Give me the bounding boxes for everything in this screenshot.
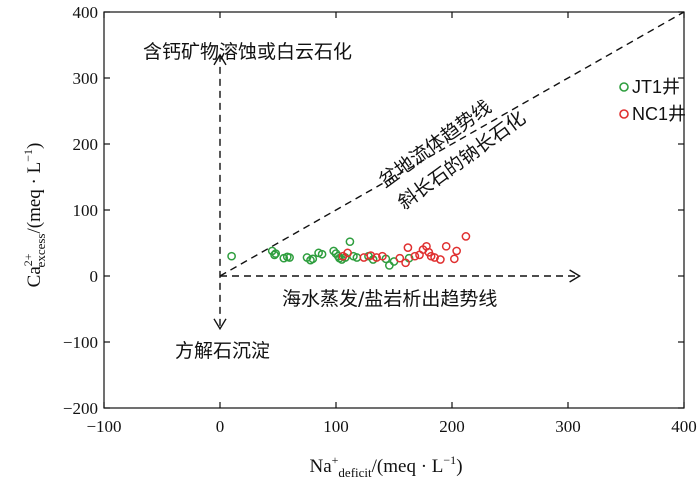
arrow-up-head	[213, 53, 227, 66]
y-axis-label-sub: excess	[33, 234, 48, 268]
x-tick-label: 400	[671, 417, 697, 436]
data-point-nc1	[403, 243, 413, 252]
data-point-jt1	[270, 250, 279, 260]
x-axis-label-close: )	[456, 456, 462, 477]
data-point-jt1	[345, 237, 355, 247]
data-point-jt1	[285, 253, 294, 262]
data-point-nc1	[378, 251, 387, 261]
data-point-nc1	[401, 258, 410, 268]
arrow-right-head	[569, 269, 581, 283]
data-point-nc1	[436, 255, 445, 264]
x-axis-label-sup: +	[332, 453, 339, 467]
x-axis-ticks: −100 0 100 200 300 400	[86, 12, 697, 436]
annotation-right: 海水蒸发/盐岩析出趋势线	[282, 288, 497, 310]
y-axis-label-sup: 2+	[21, 253, 35, 266]
y-axis-label-main: Ca	[24, 266, 45, 288]
y-axis-ticks: −200 −100 0 100 200 300 400	[63, 3, 684, 418]
x-tick-label: 100	[323, 417, 349, 436]
data-point-nc1	[410, 251, 420, 261]
legend-label-jt1: JT1井	[632, 77, 680, 97]
x-tick-label: 0	[216, 417, 225, 436]
legend-marker-nc1	[619, 109, 629, 119]
y-tick-label: 300	[73, 69, 99, 88]
y-axis-label-close: )	[24, 143, 45, 149]
data-point-nc1	[372, 253, 381, 262]
data-point-nc1	[430, 253, 439, 262]
annotation-down: 方解石沉淀	[175, 340, 270, 362]
x-tick-label: 300	[555, 417, 581, 436]
data-point-nc1	[343, 248, 352, 258]
annotation-up: 含钙矿物溶蚀或白云石化	[143, 41, 352, 63]
legend-label-nc1: NC1井	[632, 104, 686, 124]
x-axis-label-unit-exp: −1	[443, 453, 456, 467]
data-point-nc1	[366, 251, 376, 260]
data-point-jt1	[317, 249, 327, 259]
data-point-nc1	[449, 254, 459, 264]
y-tick-label: 400	[73, 3, 99, 22]
data-point-nc1	[452, 246, 461, 256]
legend-marker-jt1	[619, 82, 629, 92]
y-axis-label-unit-exp: −1	[21, 149, 35, 162]
x-tick-label: −100	[86, 417, 121, 436]
data-point-jt1	[227, 251, 236, 261]
data-point-jt1	[308, 254, 318, 264]
x-axis-label-sub: deficit	[338, 465, 372, 480]
y-tick-label: −200	[63, 399, 98, 418]
x-tick-label: 200	[439, 417, 465, 436]
x-axis-label-main: Na	[309, 456, 332, 477]
data-point-jt1	[329, 246, 339, 256]
diagonal-trend-line	[219, 11, 685, 277]
data-point-jt1	[385, 261, 394, 270]
y-tick-label: 0	[90, 267, 99, 286]
legend: JT1井 NC1井	[619, 77, 686, 124]
x-axis-label: Na+deficit/(meq · L−1)	[309, 453, 462, 480]
trend-lines	[213, 11, 685, 331]
data-points	[227, 232, 471, 270]
x-axis-label-unit: /(meq · L	[372, 456, 444, 477]
data-point-nc1	[441, 241, 451, 251]
data-point-jt1	[271, 249, 281, 258]
y-tick-label: 200	[73, 135, 99, 154]
y-tick-label: −100	[63, 333, 98, 352]
y-tick-label: 100	[73, 201, 99, 220]
data-point-nc1	[359, 253, 369, 262]
arrow-down-head	[213, 318, 227, 331]
data-point-nc1	[461, 232, 471, 241]
y-axis-label: Ca2+excess/(meq · L−1)	[21, 143, 48, 288]
data-point-nc1	[395, 253, 405, 263]
y-axis-label-unit: /(meq · L	[24, 162, 45, 234]
